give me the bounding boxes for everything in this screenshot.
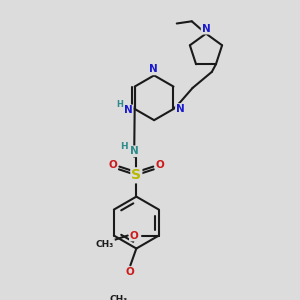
- Text: S: S: [131, 168, 141, 182]
- Text: O: O: [156, 160, 164, 170]
- Text: N: N: [124, 105, 132, 115]
- Text: CH₃: CH₃: [110, 295, 128, 300]
- Text: N: N: [130, 146, 139, 156]
- Text: H: H: [120, 142, 127, 151]
- Text: N: N: [149, 64, 158, 74]
- Text: CH₃: CH₃: [96, 240, 114, 249]
- Text: N: N: [202, 24, 210, 34]
- Text: N: N: [176, 104, 185, 114]
- Text: O: O: [108, 160, 117, 170]
- Text: H: H: [116, 100, 123, 109]
- Text: O: O: [130, 230, 139, 241]
- Text: O: O: [126, 267, 135, 277]
